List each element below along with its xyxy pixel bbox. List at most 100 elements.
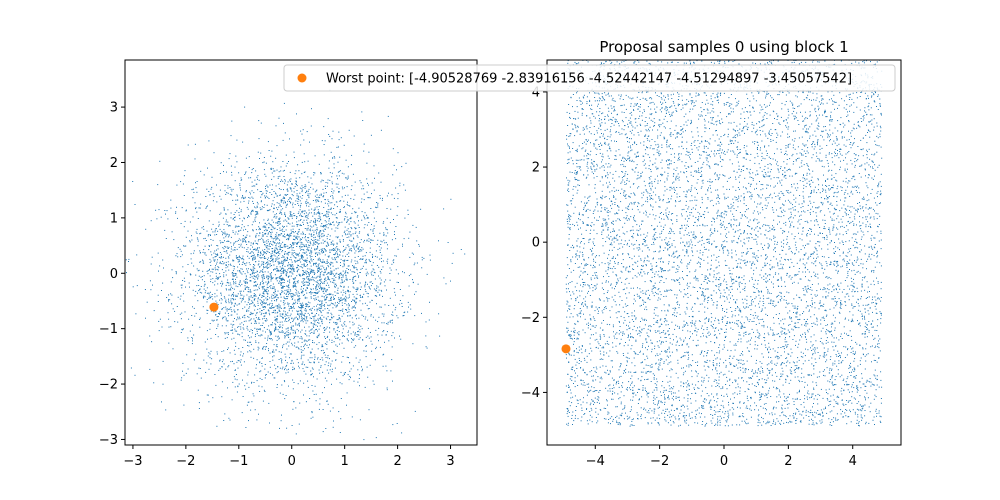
sample-point xyxy=(227,185,229,187)
sample-point xyxy=(330,212,332,214)
sample-point xyxy=(332,273,334,275)
sample-point xyxy=(328,160,330,162)
sample-point xyxy=(235,374,237,375)
sample-point xyxy=(223,307,225,309)
sample-point xyxy=(287,312,289,314)
sample-point xyxy=(297,311,299,313)
sample-point xyxy=(229,282,231,284)
sample-point xyxy=(306,217,308,218)
sample-point xyxy=(354,305,355,307)
sample-point xyxy=(359,282,361,284)
sample-point xyxy=(312,229,314,231)
sample-point xyxy=(248,177,250,179)
sample-point xyxy=(287,239,289,241)
sample-point xyxy=(196,191,198,193)
sample-point xyxy=(337,248,339,250)
sample-point xyxy=(319,300,321,302)
sample-point xyxy=(270,253,272,255)
sample-point xyxy=(274,242,275,244)
sample-point xyxy=(310,234,312,235)
sample-point xyxy=(251,169,253,171)
sample-point xyxy=(378,275,379,277)
sample-point xyxy=(240,272,242,274)
sample-point xyxy=(293,270,295,272)
sample-point xyxy=(230,284,232,286)
sample-point xyxy=(243,280,245,282)
sample-point xyxy=(334,291,336,293)
sample-point xyxy=(219,228,221,230)
sample-point xyxy=(241,412,243,414)
sample-point xyxy=(314,354,316,356)
sample-point xyxy=(298,295,300,297)
sample-point xyxy=(233,288,235,290)
sample-point xyxy=(339,382,341,384)
sample-point xyxy=(309,314,310,316)
sample-point xyxy=(287,190,289,192)
sample-point xyxy=(313,306,315,308)
sample-point xyxy=(298,322,300,324)
sample-point xyxy=(354,194,356,196)
sample-point xyxy=(243,361,245,363)
sample-point xyxy=(329,235,331,237)
sample-point xyxy=(336,217,338,219)
sample-point xyxy=(265,263,267,265)
sample-point xyxy=(251,382,252,384)
sample-point xyxy=(282,286,284,288)
sample-point xyxy=(160,216,162,218)
sample-point xyxy=(257,189,259,191)
sample-point xyxy=(242,195,243,197)
sample-point xyxy=(324,364,326,366)
sample-point xyxy=(217,323,219,325)
sample-point xyxy=(257,308,259,310)
sample-point xyxy=(253,256,255,258)
sample-point xyxy=(254,214,256,216)
sample-point xyxy=(281,260,283,262)
sample-point xyxy=(329,202,331,204)
sample-point xyxy=(378,316,380,318)
sample-point xyxy=(323,281,325,282)
sample-point xyxy=(317,299,319,301)
sample-point xyxy=(263,169,265,171)
sample-point xyxy=(242,355,244,357)
sample-point xyxy=(248,345,250,347)
sample-point xyxy=(319,308,321,309)
sample-point xyxy=(328,256,330,258)
sample-point xyxy=(347,228,349,230)
sample-point xyxy=(236,379,238,381)
sample-point xyxy=(263,157,265,158)
sample-point xyxy=(243,295,245,297)
sample-point xyxy=(191,343,193,345)
sample-point xyxy=(307,272,309,274)
sample-point xyxy=(247,316,249,318)
sample-point xyxy=(391,359,393,361)
sample-point xyxy=(303,139,305,141)
sample-point xyxy=(253,248,255,250)
sample-point xyxy=(274,288,276,290)
sample-point xyxy=(278,261,280,263)
sample-point xyxy=(296,221,298,223)
sample-point xyxy=(250,351,252,353)
sample-point xyxy=(319,259,321,261)
sample-point xyxy=(294,215,296,217)
sample-point xyxy=(282,331,284,333)
sample-point xyxy=(232,270,234,272)
sample-point xyxy=(275,239,277,241)
sample-point xyxy=(351,259,353,261)
sample-point xyxy=(269,285,271,287)
sample-point xyxy=(328,134,330,135)
sample-point xyxy=(316,231,317,233)
sample-point xyxy=(303,318,305,320)
sample-point xyxy=(257,254,259,255)
sample-point xyxy=(242,262,244,264)
sample-point xyxy=(361,188,363,190)
sample-point xyxy=(212,282,214,284)
sample-point xyxy=(310,296,312,298)
sample-point xyxy=(315,199,317,201)
sample-point xyxy=(168,326,170,328)
sample-point xyxy=(208,269,210,271)
sample-point xyxy=(284,315,286,317)
sample-point xyxy=(208,246,210,247)
sample-point xyxy=(307,195,309,196)
sample-point xyxy=(237,225,239,227)
sample-point xyxy=(248,216,250,218)
